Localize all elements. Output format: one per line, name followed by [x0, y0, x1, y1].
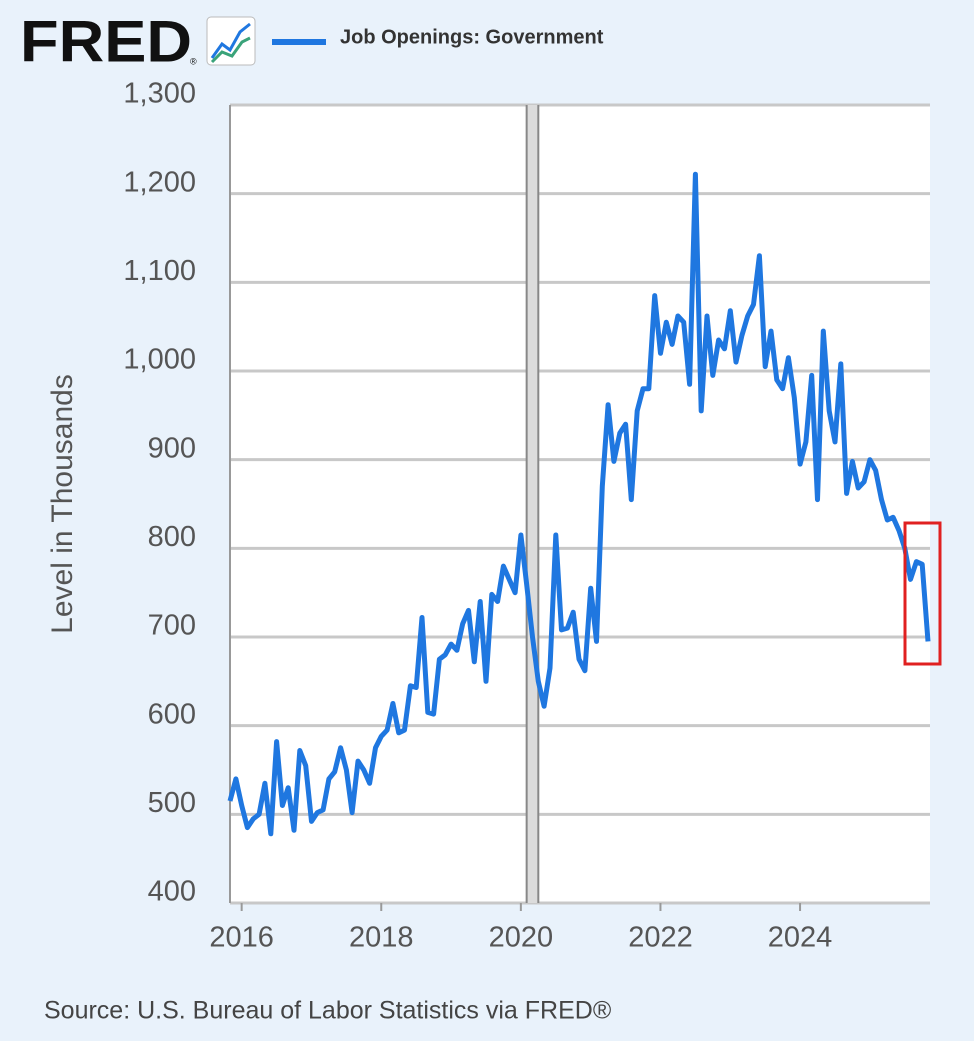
highlight-box: [903, 521, 942, 666]
x-tick-label: 2018: [349, 922, 414, 954]
recession-band: [526, 105, 539, 903]
source: Source: U.S. Bureau of Labor Statistics …: [44, 997, 612, 1025]
y-tick-label: 900: [148, 432, 196, 464]
y-tick-label: 800: [148, 521, 196, 553]
y-tick-label: 1,000: [123, 344, 196, 376]
y-tick-label: 500: [148, 787, 196, 819]
y-tick-label: 400: [148, 876, 196, 908]
x-tick-label: 2022: [628, 922, 693, 954]
series-line: [227, 171, 931, 837]
y-tick-label: 1,200: [123, 166, 196, 198]
x-tick-label: 2020: [489, 922, 554, 954]
y-tick-label: 600: [148, 698, 196, 730]
y-tick-label: 1,100: [123, 255, 196, 287]
logo-mark: ®: [190, 56, 197, 66]
plot-area: [230, 105, 930, 903]
legend-label: Job Openings: Government: [340, 26, 604, 48]
logo: FRED: [20, 9, 192, 74]
x-tick-label: 2016: [209, 922, 274, 954]
y-tick-label: 700: [148, 610, 196, 642]
y-tick-label: 1,300: [123, 78, 196, 110]
y-axis-label: Level in Thousands: [46, 374, 79, 634]
x-tick-label: 2024: [768, 922, 833, 954]
logo-icon: [206, 16, 256, 66]
